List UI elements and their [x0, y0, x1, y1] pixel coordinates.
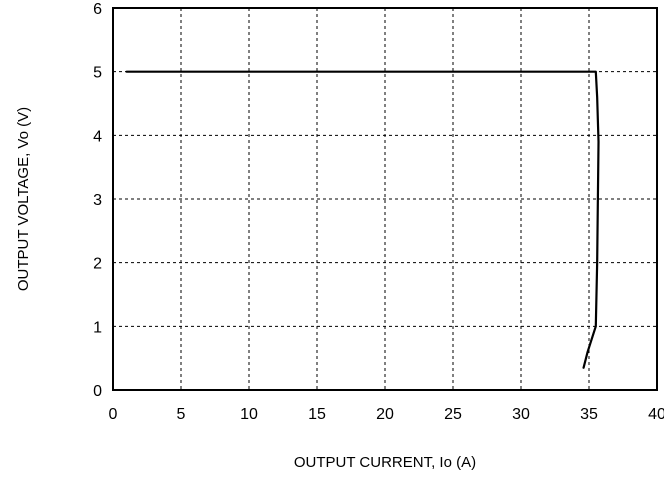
series-line	[125, 70, 600, 369]
x-tick-label: 40	[648, 406, 664, 423]
x-axis-label: OUTPUT CURRENT, Io (A)	[294, 454, 476, 471]
x-tick-label: 25	[444, 406, 462, 423]
y-tick-label: 4	[93, 128, 102, 145]
y-tick-label: 6	[93, 1, 102, 18]
y-tick-label: 5	[93, 65, 102, 82]
plot-frame	[112, 7, 658, 391]
series-group	[125, 70, 600, 369]
x-tick-label: 20	[376, 406, 394, 423]
y-tick-label: 1	[93, 319, 102, 336]
x-tick-label: 0	[109, 406, 118, 423]
y-tick-labels: 0 1 2 3 4 5 6	[93, 1, 102, 400]
x-tick-label: 5	[177, 406, 186, 423]
y-tick-label: 2	[93, 256, 102, 273]
x-tick-label: 35	[580, 406, 598, 423]
y-tick-label: 0	[93, 383, 102, 400]
x-tick-label: 10	[240, 406, 258, 423]
x-tick-labels: 0 5 10 15 20 25 30 35 40	[109, 406, 664, 423]
grid-lines	[113, 8, 657, 390]
x-tick-label: 15	[308, 406, 326, 423]
y-tick-label: 3	[93, 192, 102, 209]
x-tick-label: 30	[512, 406, 530, 423]
y-axis-label: OUTPUT VOLTAGE, Vo (V)	[15, 107, 32, 291]
